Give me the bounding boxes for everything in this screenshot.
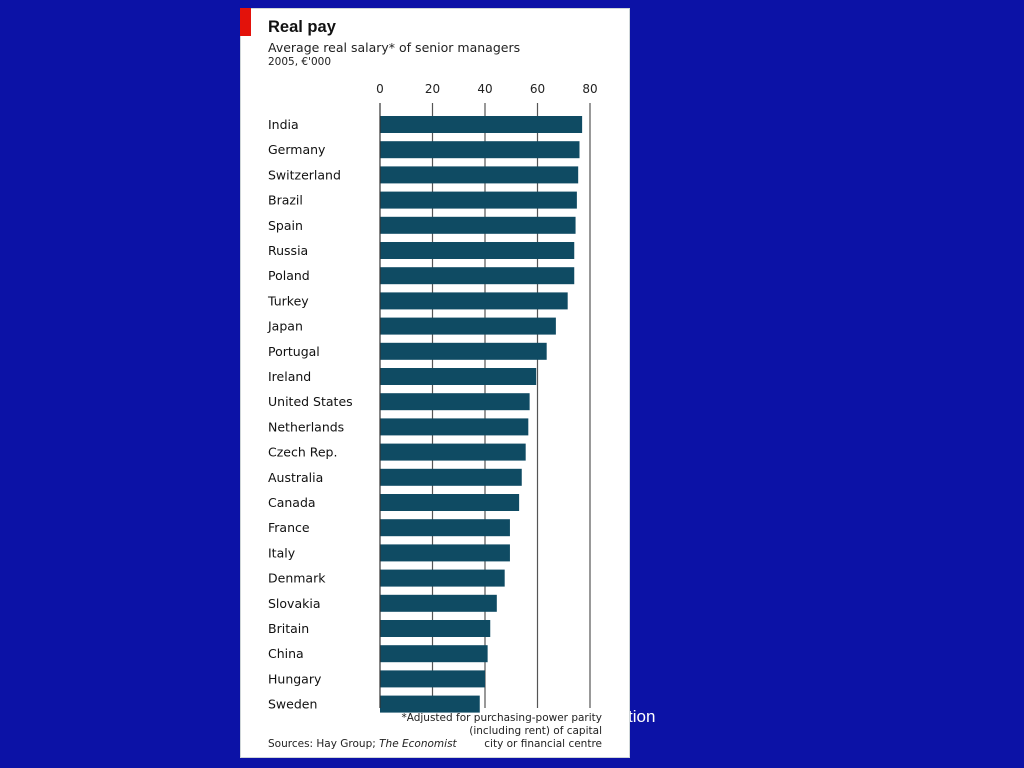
chart-footnote: *Adjusted for purchasing-power parity (i… (401, 712, 602, 750)
bar (380, 569, 505, 587)
category-label: Germany (268, 142, 326, 157)
category-label: Switzerland (268, 167, 341, 182)
category-label: Brazil (268, 193, 303, 208)
bar (380, 393, 530, 411)
bar (380, 544, 510, 562)
category-label: Turkey (267, 293, 309, 308)
chart-unit-note: 2005, €'000 (268, 56, 332, 68)
bar (380, 141, 580, 159)
bar (380, 418, 529, 436)
bar (380, 519, 510, 537)
bar (380, 594, 497, 612)
brand-red-tag (240, 8, 251, 36)
x-tick-label: 60 (530, 82, 545, 96)
bar (380, 695, 480, 713)
x-tick-label: 20 (425, 82, 440, 96)
category-label: United States (268, 394, 353, 409)
category-label: China (268, 646, 304, 661)
bar (380, 494, 520, 511)
bar (380, 292, 568, 310)
bar (380, 267, 575, 285)
category-label: Czech Rep. (268, 445, 337, 460)
bar-chart: 0 20 40 60 80 India Germany Switzerland Brazil Sp… (267, 82, 598, 713)
category-label: Ireland (268, 369, 311, 384)
bar (380, 216, 576, 234)
chart-title: Real pay (268, 18, 336, 36)
category-label: Sweden (268, 697, 317, 712)
bar (380, 443, 526, 461)
sources-publication: The Economist (379, 738, 457, 750)
x-tick-label: 40 (477, 82, 492, 96)
category-label: Italy (268, 545, 296, 560)
x-tick-label: 80 (582, 82, 597, 96)
category-label: Slovakia (268, 596, 320, 611)
category-label: Britain (268, 621, 309, 636)
category-label: Poland (268, 268, 310, 283)
bar (380, 166, 579, 184)
x-tick-label: 0 (376, 82, 384, 96)
category-label: Japan (267, 319, 303, 334)
bar (380, 317, 556, 335)
bar (380, 242, 575, 259)
category-label: Netherlands (268, 419, 344, 434)
category-label: India (268, 117, 299, 132)
bar (380, 620, 491, 637)
chart-sources: Sources: Hay Group; The Economist (268, 738, 457, 750)
sources-prefix: Sources: Hay Group; (268, 738, 380, 750)
chart-panel: Real pay Average real salary* of senior … (240, 8, 630, 758)
category-label: Portugal (268, 344, 320, 359)
bar (380, 342, 547, 360)
bar (380, 116, 583, 133)
bar (380, 468, 522, 486)
bar (380, 670, 485, 688)
bar (380, 191, 577, 209)
category-label: Russia (268, 243, 308, 258)
category-label: Denmark (268, 571, 326, 586)
chart-subtitle: Average real salary* of senior managers (268, 40, 521, 55)
category-label: Hungary (268, 671, 322, 686)
slide-text-fragment: tion (628, 707, 656, 726)
category-label: Spain (268, 218, 303, 233)
category-label: Australia (268, 470, 323, 485)
category-label: France (268, 520, 310, 535)
category-label: Canada (268, 495, 316, 510)
bar (380, 645, 488, 663)
bar (380, 368, 537, 385)
